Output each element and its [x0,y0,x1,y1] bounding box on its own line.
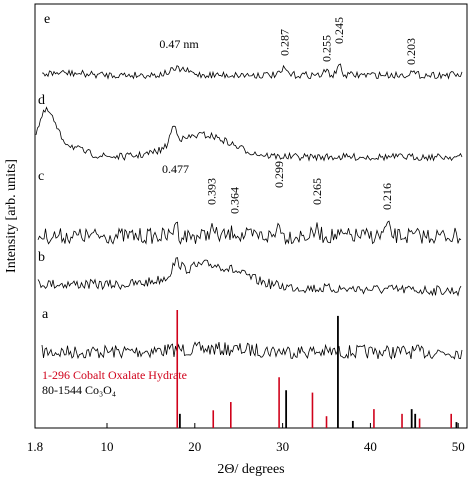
curve-letter-a: a [42,307,49,322]
curve-letter-d: d [38,93,45,108]
peak-labels: 0.477 0.393 0.364 0.299 0.265 0.216 0.47 nm 0.2… [159,17,417,214]
peak-label: 0.393 [204,178,218,205]
peak-label: 0.364 [227,187,241,214]
x-tick-label: 20 [188,439,201,454]
curve-letter-e: e [44,12,50,27]
curve-letter-b: b [38,250,45,265]
peak-label: 0.477 [162,162,189,176]
trace-c [37,220,462,246]
trace-a [41,341,463,360]
peak-label: 0.265 [310,178,324,205]
curve-letters: a b c d e [38,12,50,322]
y-axis-label: Intensity [arb. units] [4,159,19,273]
reference-sticks [176,310,458,428]
trace-e [41,63,463,80]
peak-label: 0.255 [320,35,334,62]
legend: 1-296 Cobalt Oxalate Hydrate 80-1544 Co₃… [42,368,187,397]
plot-frame [34,3,468,429]
x-axis-label: 2Θ/ degrees [217,462,284,477]
curve-letter-c: c [38,169,44,184]
peak-label: 0.245 [332,17,346,44]
peak-label: 0.216 [380,183,394,210]
trace-b [37,257,462,297]
pattern-traces [35,63,463,360]
legend-entry-co3o4: 80-1544 Co₃O₄ [42,383,116,397]
peak-label: 0.203 [404,38,418,65]
peak-label: 0.47 nm [159,37,199,51]
x-tick-label: 1.8 [27,439,43,454]
x-tick-label: 10 [101,439,114,454]
peak-label: 0.287 [277,29,291,56]
legend-entry-oxalate: 1-296 Cobalt Oxalate Hydrate [42,368,187,382]
x-tick-label: 30 [276,439,289,454]
peak-label: 0.299 [272,161,286,188]
x-axis: 1.8 10 20 30 40 50 [27,423,465,454]
x-tick-label: 40 [364,439,377,454]
trace-d [35,106,463,162]
x-tick-label: 50 [452,439,465,454]
